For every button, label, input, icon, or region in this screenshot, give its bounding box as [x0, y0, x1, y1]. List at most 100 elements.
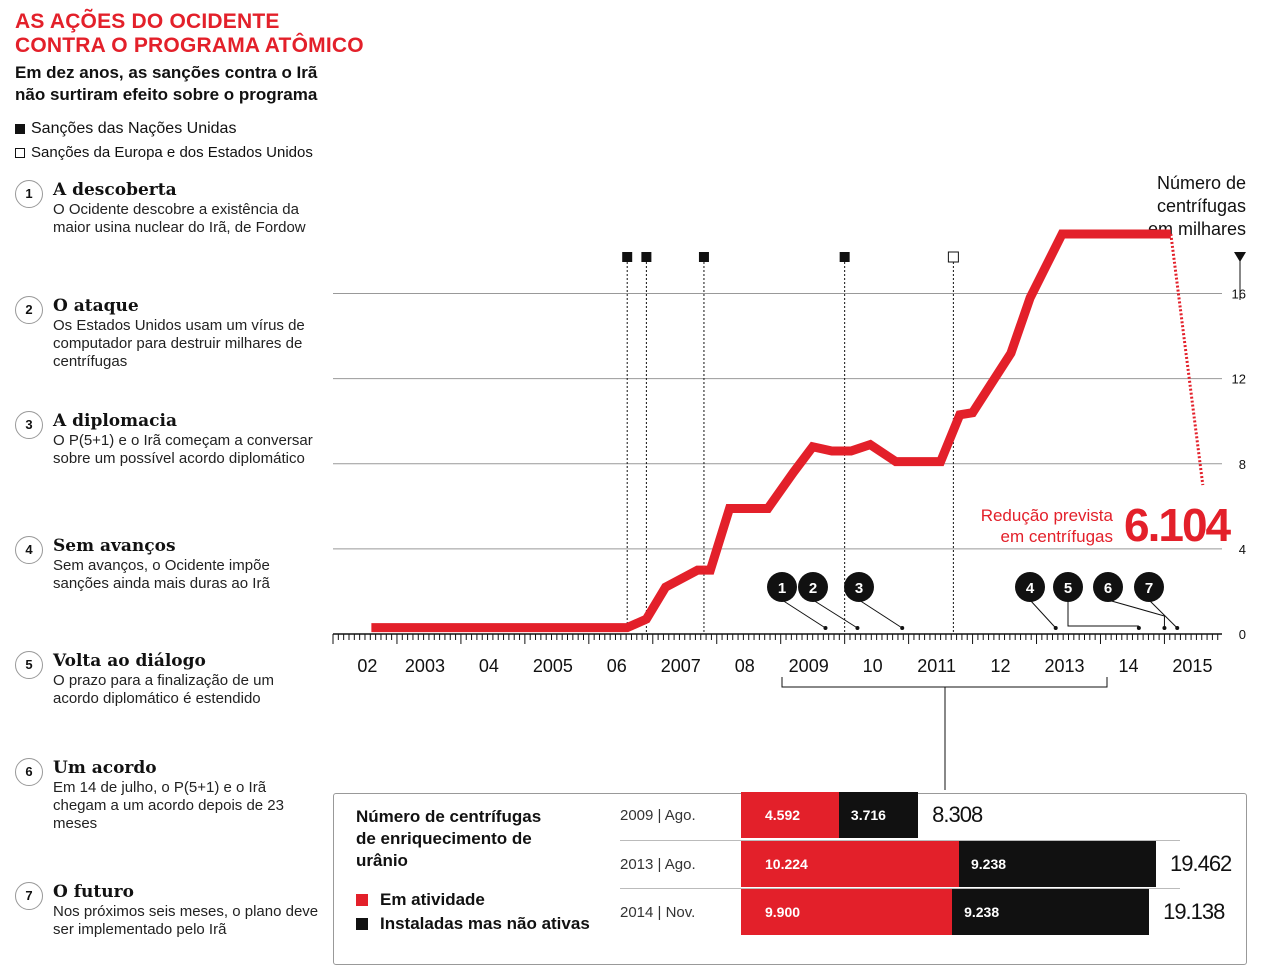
bar-segment-inactive: 3.716	[838, 792, 919, 838]
title-line-2: CONTRA O PROGRAMA ATÔMICO	[15, 34, 364, 57]
event-title: O ataque	[53, 296, 139, 316]
x-tick-label: 12	[991, 656, 1011, 676]
un-sanction-marker	[641, 252, 652, 262]
bar-value-label: 3.716	[850, 807, 886, 823]
y-axis-label-line-3: em milhares	[1147, 219, 1246, 239]
bar-total-label: 8.308	[932, 802, 983, 827]
subtitle-line-2: não surtiram efeito sobre o programa	[15, 85, 318, 104]
event-marker-label: 1	[778, 580, 786, 597]
event-marker-dot	[900, 626, 905, 630]
event-marker-leader	[1107, 599, 1165, 628]
event-title: A diplomacia	[53, 411, 177, 431]
legend-active: Em atividade	[356, 890, 485, 910]
bar-total-label: 19.138	[1163, 899, 1225, 924]
y-axis-label: Número de centrífugas em milhares	[1046, 172, 1246, 241]
panel-title-line-1: Número de centrífugas	[356, 807, 542, 826]
y-axis-label-line-1: Número de	[1156, 173, 1246, 193]
x-tick-label: 2009	[789, 656, 829, 676]
legend-active-label: Em atividade	[380, 890, 485, 909]
centrifuge-series-line	[371, 229, 1171, 633]
un-sanction-marker	[622, 252, 633, 262]
event-marker-circle	[798, 572, 828, 602]
event-marker-dot	[1053, 626, 1058, 630]
reduction-value: 6.104	[1124, 499, 1231, 551]
event-description: O Ocidente descobre a existência da maio…	[53, 201, 306, 236]
event-marker-label: 2	[809, 580, 817, 597]
x-tick-label: 14	[1118, 656, 1138, 676]
event-marker-leader	[1148, 599, 1178, 629]
x-tick-label: 06	[607, 656, 627, 676]
bar-segment-active: 4.592	[741, 792, 839, 838]
x-tick-label: 2015	[1172, 656, 1212, 676]
row-separator	[620, 840, 1180, 841]
bar-value-label: 4.592	[765, 807, 801, 823]
bracket	[781, 677, 1108, 688]
event-description: Em 14 de julho, o P(5+1) e o Irã chegam …	[53, 779, 284, 832]
x-tick-label: 2011	[917, 656, 956, 676]
event-marker-dot	[855, 626, 860, 630]
event-number: 6	[15, 758, 43, 786]
y-tick-label: 4	[1239, 542, 1246, 557]
event-marker-leader	[1029, 599, 1057, 629]
event-marker-dot	[823, 626, 828, 630]
reduction-text-line-1: Redução prevista	[980, 506, 1113, 525]
event-title: O futuro	[53, 882, 134, 902]
bar-value-label: 10.224	[765, 856, 808, 872]
y-tick-label: 0	[1239, 627, 1246, 642]
bar-value-label: 9.238	[964, 904, 1000, 920]
event-number: 5	[15, 651, 43, 679]
event-marker-circle	[1093, 572, 1123, 602]
legend-inactive-label: Instaladas mas não ativas	[380, 914, 590, 933]
x-tick-label: 04	[479, 656, 499, 676]
panel-title: Número de centrífugas de enriquecimento …	[356, 806, 541, 872]
title-line-1: AS AÇÕES DO OCIDENTE	[15, 10, 280, 33]
empty-square-icon	[15, 147, 25, 158]
legend-inactive: Instaladas mas não ativas	[356, 914, 590, 934]
event-number: 7	[15, 882, 43, 910]
y-axis-arrow-icon	[1234, 252, 1246, 262]
legend-un: Sanções das Nações Unidas	[15, 120, 236, 138]
un-sanction-marker	[839, 252, 850, 262]
event-description: Sem avanços, o Ocidente impõe sanções ai…	[53, 557, 270, 592]
event-number: 4	[15, 536, 43, 564]
event-marker-dot	[1136, 626, 1141, 630]
event-marker-label: 4	[1026, 580, 1035, 597]
x-tick-label: 2007	[661, 656, 701, 676]
event-marker-circle	[1134, 572, 1164, 602]
event-marker-leader	[1067, 600, 1139, 627]
subtitle-line-1: Em dez anos, as sanções contra o Irã	[15, 63, 318, 82]
x-tick-label: 10	[863, 656, 883, 676]
y-axis-label-line-2: centrífugas	[1156, 196, 1246, 216]
y-tick-label: 16	[1232, 287, 1246, 302]
red-square-icon	[356, 894, 368, 906]
chart-title: AS AÇÕES DO OCIDENTE CONTRA O PROGRAMA A…	[15, 10, 364, 58]
event-marker-leader	[812, 599, 858, 629]
filled-square-icon	[15, 124, 25, 134]
bar-value-label: 9.900	[765, 904, 801, 920]
legend-un-label: Sanções das Nações Unidas	[31, 120, 237, 137]
panel-title-line-3: urânio	[356, 851, 408, 870]
event-marker-leader	[858, 599, 903, 629]
event-number: 1	[15, 180, 43, 208]
reduction-text-line-2: em centrífugas	[1000, 527, 1113, 546]
reduction-annotation: Redução prevista em centrífugas	[930, 505, 1113, 547]
event-marker-leader	[781, 599, 826, 629]
event-title: A descoberta	[53, 180, 177, 200]
event-marker-circle	[767, 572, 797, 602]
event-description: O prazo para a finalização de um acordo …	[53, 672, 274, 707]
row-separator	[620, 888, 1180, 889]
event-marker-label: 6	[1104, 580, 1112, 597]
chart-subtitle: Em dez anos, as sanções contra o Irã não…	[15, 62, 317, 106]
event-description: Os Estados Unidos usam um vírus de compu…	[53, 317, 305, 370]
bar-segment-inactive: 9.238	[959, 841, 1156, 887]
event-number: 3	[15, 411, 43, 439]
y-tick-label: 8	[1239, 457, 1246, 472]
event-marker-label: 7	[1145, 580, 1153, 597]
x-tick-label: 2013	[1045, 656, 1085, 676]
event-description: O P(5+1) e o Irã começam a conversar sob…	[53, 432, 313, 467]
event-marker-dot	[1175, 626, 1180, 630]
x-tick-label: 2005	[533, 656, 573, 676]
panel-title-line-2: de enriquecimento de	[356, 829, 532, 848]
bar-value-label: 9.238	[971, 856, 1007, 872]
black-square-icon	[356, 918, 368, 930]
